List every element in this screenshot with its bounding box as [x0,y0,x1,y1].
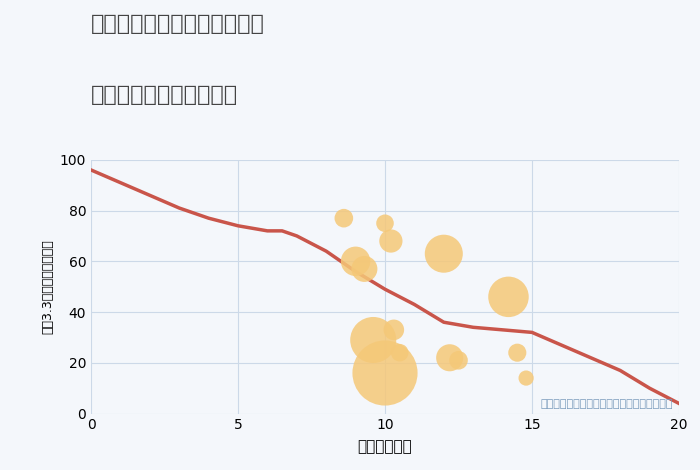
Point [385,237,396,245]
Text: 兵庫県神戸市長田区丸山町の: 兵庫県神戸市長田区丸山町の [91,14,265,34]
Text: 駅距離別中古戸建て価格: 駅距離別中古戸建て価格 [91,85,238,105]
Point [394,349,405,356]
Y-axis label: 坪（3.3㎡）単価（万円）: 坪（3.3㎡）単価（万円） [41,239,54,334]
Point [379,369,391,377]
Point [389,326,400,334]
Point [379,219,391,227]
Point [444,354,455,361]
Point [359,265,370,273]
Point [438,250,449,258]
Point [350,258,361,265]
Point [338,214,349,222]
X-axis label: 駅距離（分）: 駅距離（分） [358,439,412,454]
Point [453,357,464,364]
Point [503,293,514,301]
Point [512,349,523,356]
Point [368,336,379,344]
Point [521,374,532,382]
Text: 円の大きさは、取引のあった物件面積を示す: 円の大きさは、取引のあった物件面積を示す [540,399,673,408]
